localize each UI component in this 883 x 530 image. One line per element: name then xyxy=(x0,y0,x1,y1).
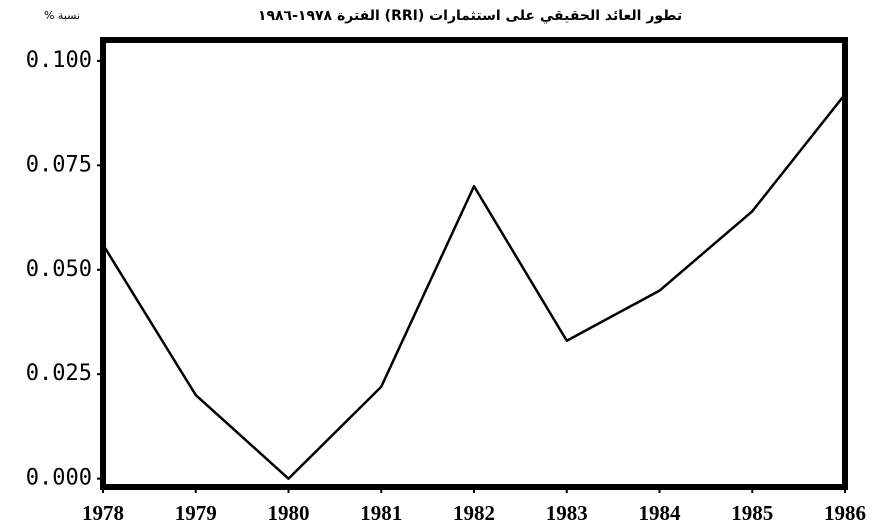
plot-frame xyxy=(100,37,848,490)
x-tick-label: 1979 xyxy=(175,501,217,525)
chart-title: تطور العائد الحقيقي على استثمارات (RRI) … xyxy=(258,8,682,24)
y-axis-label: نسبة % xyxy=(44,9,80,22)
x-tick-label: 1982 xyxy=(453,501,495,525)
x-tick-label: 1986 xyxy=(824,501,866,525)
x-tick-label: 1978 xyxy=(82,501,124,525)
y-tick-label: 0.100 xyxy=(26,48,92,73)
x-tick-label: 1983 xyxy=(546,501,588,525)
x-tick-label: 1984 xyxy=(639,501,682,525)
x-tick-label: 1981 xyxy=(360,501,402,525)
y-tick-label: 0.000 xyxy=(26,466,92,491)
data-line xyxy=(101,93,846,480)
x-tick-label: 1985 xyxy=(731,501,773,525)
y-tick-label: 0.025 xyxy=(26,361,92,386)
x-tick-label: 1980 xyxy=(268,501,310,525)
y-tick-label: 0.050 xyxy=(26,257,92,282)
y-tick-label: 0.075 xyxy=(26,152,92,177)
